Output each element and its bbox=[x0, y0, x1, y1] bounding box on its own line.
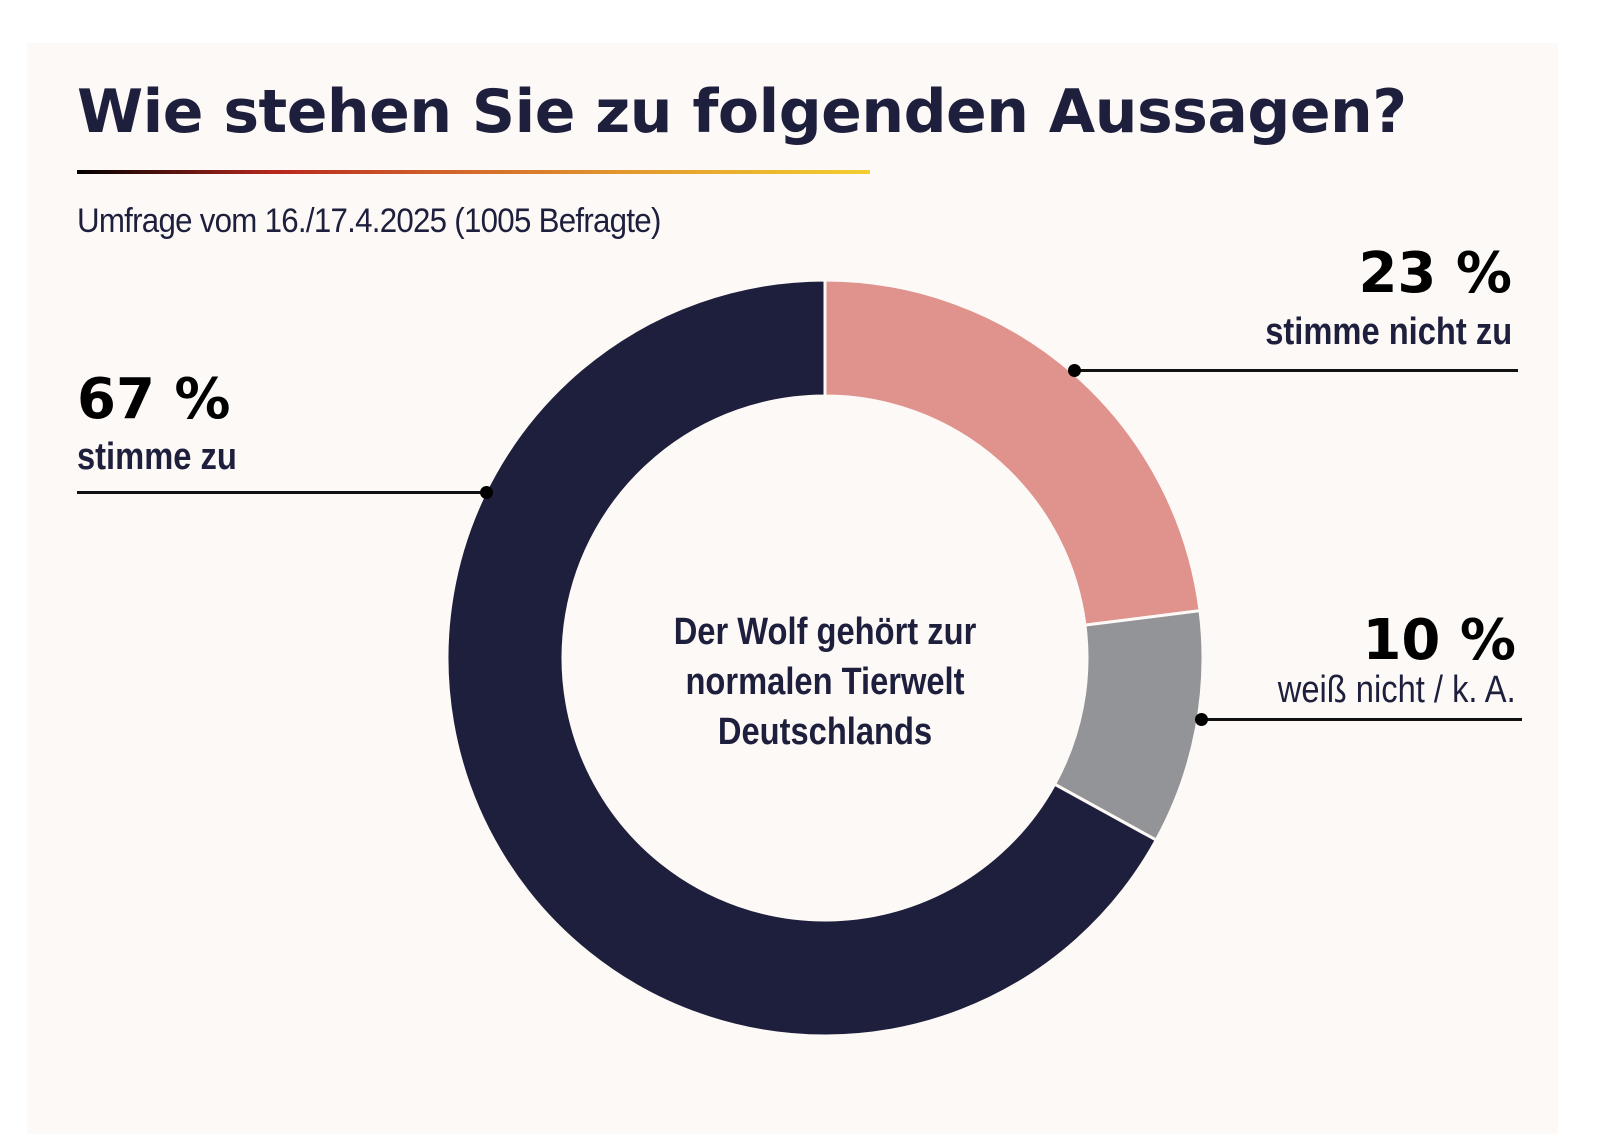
leader-line-disagree bbox=[1074, 369, 1518, 372]
title-gradient-rule bbox=[77, 170, 870, 174]
category-label-disagree: stimme nicht zu bbox=[1265, 311, 1512, 353]
center-label-line: Der Wolf gehört zur bbox=[673, 611, 977, 653]
donut-slice-agree bbox=[445, 278, 1159, 1038]
leader-dot-agree bbox=[480, 486, 493, 499]
category-label-dontknow: weiß nicht / k. A. bbox=[1278, 669, 1516, 711]
donut-center-label: Der Wolf gehört zur normalen Tierwelt De… bbox=[653, 607, 997, 757]
leader-line-agree bbox=[77, 491, 486, 494]
leader-dot-disagree bbox=[1068, 364, 1081, 377]
chart-subtitle: Umfrage vom 16./17.4.2025 (1005 Befragte… bbox=[77, 202, 661, 240]
leader-dot-dontknow bbox=[1195, 713, 1208, 726]
value-label-disagree: 23 % bbox=[1358, 241, 1512, 306]
chart-title: Wie stehen Sie zu folgenden Aussagen? bbox=[77, 77, 1407, 147]
value-label-agree: 67 % bbox=[77, 367, 231, 432]
leader-line-dontknow bbox=[1201, 718, 1522, 721]
center-label-line: normalen Tierwelt bbox=[685, 661, 965, 703]
center-label-line: Deutschlands bbox=[717, 711, 933, 753]
category-label-agree: stimme zu bbox=[77, 436, 237, 478]
donut-slice-disagree bbox=[823, 278, 1202, 627]
value-label-dontknow: 10 % bbox=[1362, 608, 1516, 673]
